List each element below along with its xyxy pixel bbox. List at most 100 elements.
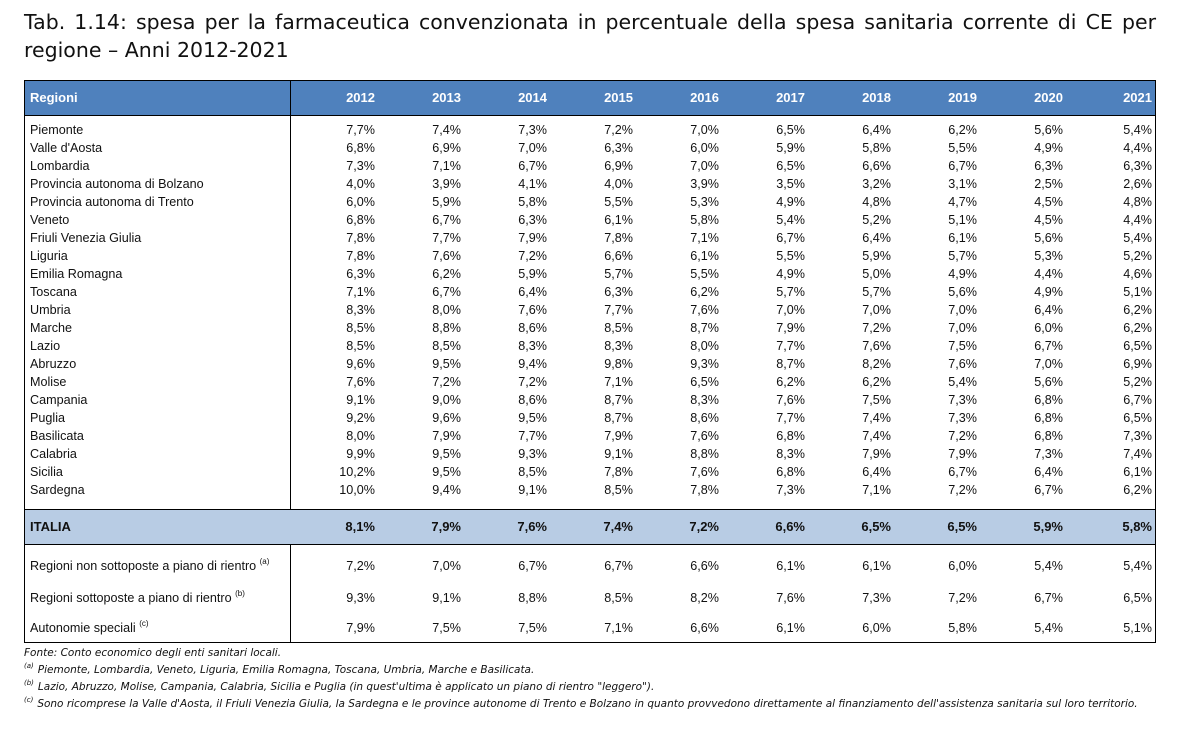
value-cell: 7,9% bbox=[431, 519, 461, 534]
value-cell: 6,6% bbox=[862, 159, 891, 173]
value-cell: 5,8% bbox=[690, 213, 719, 227]
value-cell: 7,1% bbox=[604, 621, 633, 635]
value-cell: 5,1% bbox=[1123, 621, 1152, 635]
value-cell: 8,3% bbox=[604, 339, 633, 353]
value-cell: 5,0% bbox=[862, 267, 891, 281]
value-cell: 7,2% bbox=[948, 429, 977, 443]
value-cell: 6,3% bbox=[1034, 159, 1063, 173]
value-cell: 7,3% bbox=[948, 411, 977, 425]
value-cell: 5,3% bbox=[1034, 249, 1063, 263]
value-cell: 5,8% bbox=[862, 141, 891, 155]
footnote-mark: (a) bbox=[259, 557, 270, 566]
table-row: Sardegna 10,0% 9,4% 9,1% 8,5% 7,8% 7,3% 7,1% 7,2… bbox=[25, 481, 1155, 499]
value-cell: 4,8% bbox=[862, 195, 891, 209]
value-cell: 6,4% bbox=[1034, 465, 1063, 479]
value-cell: 4,4% bbox=[1123, 213, 1152, 227]
value-cell: 5,5% bbox=[690, 267, 719, 281]
value-cell: 6,1% bbox=[690, 249, 719, 263]
footnote-text: Piemonte, Lombardia, Veneto, Liguria, Em… bbox=[37, 664, 535, 676]
value-cell: 6,8% bbox=[1034, 429, 1063, 443]
header-year: 2016 bbox=[690, 90, 719, 105]
value-cell: 6,2% bbox=[432, 267, 461, 281]
value-cell: 5,4% bbox=[1034, 621, 1063, 635]
value-cell: 8,7% bbox=[604, 393, 633, 407]
value-cell: 6,8% bbox=[346, 213, 375, 227]
value-cell: 7,8% bbox=[690, 483, 719, 497]
value-cell: 7,5% bbox=[948, 339, 977, 353]
value-cell: 7,3% bbox=[1034, 447, 1063, 461]
value-cell: 6,7% bbox=[604, 559, 633, 573]
value-cell: 3,9% bbox=[432, 177, 461, 191]
header-year: 2021 bbox=[1123, 90, 1152, 105]
value-cell: 7,7% bbox=[432, 231, 461, 245]
region-label: Sardegna bbox=[30, 483, 85, 497]
group-row: Regioni non sottoposte a piano di rientr… bbox=[25, 553, 1155, 579]
header-year: 2018 bbox=[862, 90, 891, 105]
value-cell: 6,7% bbox=[1123, 393, 1152, 407]
value-cell: 7,2% bbox=[432, 375, 461, 389]
region-label: Marche bbox=[30, 321, 72, 335]
table-row: Lombardia 7,3% 7,1% 6,7% 6,9% 7,0% 6,5% 6,6% 6,7… bbox=[25, 157, 1155, 175]
group-label: Regioni sottoposte a piano di rientro (b… bbox=[30, 585, 285, 611]
value-cell: 9,3% bbox=[690, 357, 719, 371]
value-cell: 7,2% bbox=[948, 591, 977, 605]
value-cell: 9,5% bbox=[432, 465, 461, 479]
value-cell: 8,0% bbox=[432, 303, 461, 317]
note-items: (a) Piemonte, Lombardia, Veneto, Liguria,… bbox=[24, 662, 1156, 713]
value-cell: 7,2% bbox=[604, 123, 633, 137]
value-cell: 6,2% bbox=[1123, 321, 1152, 335]
group-row: Autonomie speciali (c) 7,9% 7,5% 7,5% 7,1% 6,… bbox=[25, 615, 1155, 641]
value-cell: 7,6% bbox=[432, 249, 461, 263]
value-cell: 5,3% bbox=[690, 195, 719, 209]
value-cell: 6,0% bbox=[690, 141, 719, 155]
value-cell: 6,3% bbox=[346, 267, 375, 281]
region-label: Abruzzo bbox=[30, 357, 77, 371]
region-label: Molise bbox=[30, 375, 67, 389]
region-label: Basilicata bbox=[30, 429, 84, 443]
region-label: Calabria bbox=[30, 447, 77, 461]
header-year: 2014 bbox=[518, 90, 547, 105]
value-cell: 3,2% bbox=[862, 177, 891, 191]
value-cell: 6,7% bbox=[1034, 339, 1063, 353]
value-cell: 5,8% bbox=[948, 621, 977, 635]
value-cell: 3,9% bbox=[690, 177, 719, 191]
value-cell: 8,7% bbox=[690, 321, 719, 335]
value-cell: 7,2% bbox=[518, 249, 547, 263]
footnotes: Fonte: Conto economico degli enti sanita… bbox=[24, 645, 1156, 713]
value-cell: 9,1% bbox=[346, 393, 375, 407]
value-cell: 6,5% bbox=[690, 375, 719, 389]
value-cell: 3,1% bbox=[948, 177, 977, 191]
region-label: Sicilia bbox=[30, 465, 63, 479]
value-cell: 6,2% bbox=[776, 375, 805, 389]
value-cell: 7,3% bbox=[518, 123, 547, 137]
value-cell: 6,7% bbox=[518, 559, 547, 573]
value-cell: 2,5% bbox=[1034, 177, 1063, 191]
value-cell: 6,6% bbox=[775, 519, 805, 534]
table-row: Sicilia 10,2% 9,5% 8,5% 7,8% 7,6% 6,8% 6,4% 6,7%… bbox=[25, 463, 1155, 481]
footnote-item: (a) Piemonte, Lombardia, Veneto, Liguria,… bbox=[24, 662, 1156, 679]
value-cell: 8,6% bbox=[690, 411, 719, 425]
group-label-text: Regioni non sottoposte a piano di rientr… bbox=[30, 559, 257, 573]
value-cell: 6,8% bbox=[1034, 411, 1063, 425]
value-cell: 7,3% bbox=[1123, 429, 1152, 443]
value-cell: 5,9% bbox=[1033, 519, 1063, 534]
region-label: Provincia autonoma di Trento bbox=[30, 195, 194, 209]
table-row: Piemonte 7,7% 7,4% 7,3% 7,2% 7,0% 6,5% 6,4% 6,2%… bbox=[25, 121, 1155, 139]
header-year: 2015 bbox=[604, 90, 633, 105]
value-cell: 7,6% bbox=[518, 303, 547, 317]
value-cell: 7,9% bbox=[518, 231, 547, 245]
value-cell: 6,5% bbox=[1123, 411, 1152, 425]
value-cell: 7,7% bbox=[776, 411, 805, 425]
value-cell: 6,5% bbox=[1123, 339, 1152, 353]
value-cell: 7,6% bbox=[776, 591, 805, 605]
value-cell: 4,9% bbox=[1034, 141, 1063, 155]
value-cell: 5,6% bbox=[948, 285, 977, 299]
table-row: Valle d'Aosta 6,8% 6,9% 7,0% 6,3% 6,0% 5,9% 5,8… bbox=[25, 139, 1155, 157]
region-label: Provincia autonoma di Bolzano bbox=[30, 177, 204, 191]
region-label: Toscana bbox=[30, 285, 77, 299]
value-cell: 9,2% bbox=[346, 411, 375, 425]
value-cell: 7,0% bbox=[776, 303, 805, 317]
value-cell: 7,9% bbox=[776, 321, 805, 335]
value-cell: 8,5% bbox=[604, 483, 633, 497]
value-cell: 6,4% bbox=[1034, 303, 1063, 317]
